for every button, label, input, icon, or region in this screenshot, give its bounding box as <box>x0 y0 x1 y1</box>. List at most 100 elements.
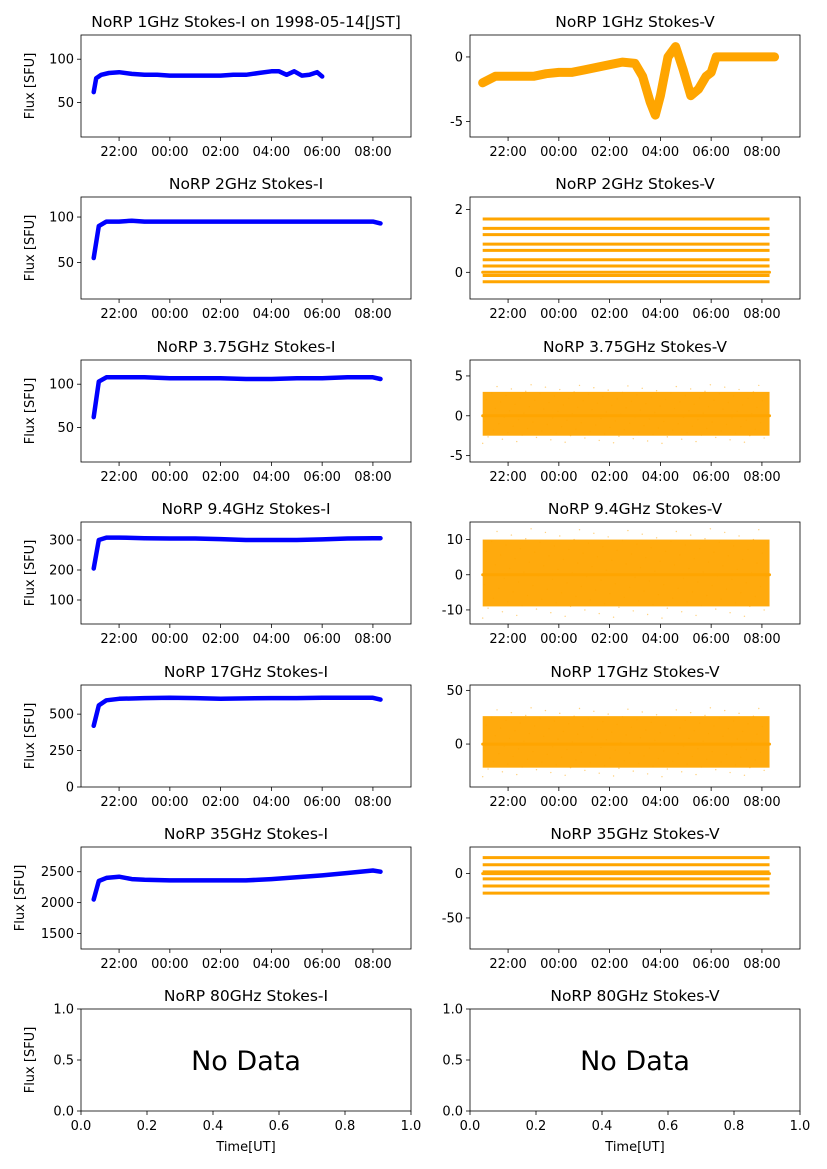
panel-6-scatter-point <box>679 401 681 403</box>
panel-8-scatter-point <box>666 607 669 609</box>
panel-6-scatter-point <box>686 432 688 434</box>
panel-8-scatter-point <box>568 548 570 551</box>
panel-8-scatter-point <box>673 564 676 566</box>
panel-13-xlabel: Time[UT] <box>215 1140 275 1155</box>
panel-6-scatter-point <box>677 423 679 425</box>
panel-8-scatter-point <box>609 593 611 595</box>
panel-1-xtick-label: 06:00 <box>303 145 340 160</box>
panel-8-xtick-label: 02:00 <box>591 632 628 647</box>
panel-10-scatter-point <box>602 721 604 723</box>
panel-8: 22:00 00:00 02:00 04:00 06:00 08:00 -10 0 10 NoRP… <box>442 500 801 647</box>
panel-7-title: NoRP 9.4GHz Stokes-I <box>161 500 330 518</box>
panel-2-frame <box>469 34 801 138</box>
panel-10-scatter-point <box>550 771 552 774</box>
panel-13-xtick-label: 0.4 <box>203 1119 224 1134</box>
panel-8-scatter-point <box>602 546 604 548</box>
panel-10-scatter-point <box>526 758 529 760</box>
panel-8-scatter-point <box>682 577 685 580</box>
panel-8-scatter-point <box>754 595 756 598</box>
panel-8-scatter-point <box>711 584 713 587</box>
panel-8-scatter-point <box>759 585 762 588</box>
panel-8-scatter-point <box>593 532 595 535</box>
panel-8-scatter-point <box>483 584 486 586</box>
panel-6-xtick-label: 00:00 <box>540 470 577 485</box>
panel-1-xtick-label: 08:00 <box>354 145 391 160</box>
panel-10-scatter-point <box>715 769 717 771</box>
panel-11-xtick-label: 22:00 <box>100 957 137 972</box>
panel-6-scatter-point <box>603 433 606 435</box>
panel-10-scatter-point <box>569 766 572 769</box>
panel-2-xtick-label: 22:00 <box>489 145 526 160</box>
panel-8-scatter-point <box>514 557 516 560</box>
panel-3-title: NoRP 2GHz Stokes-I <box>169 175 323 193</box>
panel-4-xtick-label: 04:00 <box>642 307 679 322</box>
panel-6-scatter-point <box>713 399 715 401</box>
panel-10-scatter-point <box>632 770 634 772</box>
panel-8-scatter-point <box>724 531 726 534</box>
panel-10-scatter-point <box>680 771 683 773</box>
panel-13-title: NoRP 80GHz Stokes-I <box>164 987 328 1005</box>
panel-4-xtick-label: 00:00 <box>540 307 577 322</box>
panel-6-scatter-point <box>485 398 487 401</box>
panel-7-ylabel: Flux [SFU] <box>23 540 38 607</box>
panel-12-xtick-label: 00:00 <box>540 957 577 972</box>
panel-10-scatter-point <box>664 724 667 726</box>
panel-10-scatter-point <box>503 745 505 747</box>
panel-7-frame <box>80 521 412 625</box>
panel-10-ytick-label: 50 <box>446 684 463 699</box>
panel-10-scatter-point <box>591 736 593 738</box>
panel-6-scatter-point <box>630 400 633 403</box>
panel-10-scatter-point <box>672 760 674 763</box>
panel-6-scatter-point <box>763 437 765 439</box>
panel-8-scatter-point <box>612 616 615 618</box>
panel-8-scatter-point <box>551 578 554 581</box>
panel-10-scatter-point <box>612 775 615 777</box>
panel-6-scatter-point <box>666 436 669 438</box>
panel-8-scatter-point <box>627 529 629 532</box>
panel-10-scatter-point <box>639 737 642 739</box>
panel-4-ytick-label: 2 <box>455 203 463 218</box>
panel-6-scatter-point <box>758 384 760 387</box>
panel-6-noise-band <box>482 391 770 436</box>
panel-8-scatter-point <box>600 579 602 581</box>
panel-6-scatter-point <box>575 428 577 430</box>
panel-10-scatter-point <box>740 756 742 758</box>
panel-10-scatter-point <box>582 725 584 728</box>
panel-8-scatter-point <box>632 610 634 612</box>
panel-10-scatter-point <box>512 755 514 758</box>
panel-8-scatter-point <box>496 530 498 533</box>
panel-8-xtick-label: 06:00 <box>692 632 729 647</box>
panel-8-data <box>481 528 771 619</box>
panel-5-xtick-label: 04:00 <box>253 470 290 485</box>
panel-10-scatter-point <box>655 714 658 716</box>
panel-6-scatter-point <box>715 436 717 439</box>
panel-1-xtick-label: 04:00 <box>253 145 290 160</box>
panel-8-scatter-point <box>684 544 686 546</box>
panel-10-xtick-label: 22:00 <box>489 795 526 810</box>
panel-8-scatter-point <box>510 534 513 536</box>
panel-2-xtick-label: 02:00 <box>591 145 628 160</box>
panel-10-scatter-point <box>516 773 518 776</box>
panel-6-scatter-point <box>729 439 731 441</box>
panel-8-scatter-point <box>498 587 500 590</box>
panel-9-title: NoRP 17GHz Stokes-I <box>164 663 328 681</box>
panel-14-xtick-label: 0.4 <box>592 1119 613 1134</box>
panel-8-scatter-point <box>542 565 545 567</box>
panel-5: 22:00 00:00 02:00 04:00 06:00 08:00 50 100 NoRP … <box>23 338 412 485</box>
panel-6-scatter-point <box>688 410 690 412</box>
panel-6-scatter-point <box>566 419 568 421</box>
panel-10-xtick-label: 02:00 <box>591 795 628 810</box>
panel-6-scatter-point <box>700 434 703 436</box>
panel-6-scatter-point <box>533 399 536 401</box>
panel-6-scatter-point <box>508 410 511 412</box>
panel-1-data <box>91 69 325 95</box>
panel-8-scatter-point <box>659 560 661 562</box>
panel-8-scatter-point <box>507 601 509 603</box>
panel-6-scatter-point <box>693 403 695 406</box>
panel-10-ytick-label: 0 <box>455 738 463 753</box>
panel-6-scatter-point <box>551 417 554 419</box>
panel-8-scatter-point <box>530 528 532 530</box>
panel-6-scatter-point <box>602 395 604 398</box>
panel-10-scatter-point <box>517 748 520 750</box>
panel-6-scatter-point <box>652 433 654 436</box>
